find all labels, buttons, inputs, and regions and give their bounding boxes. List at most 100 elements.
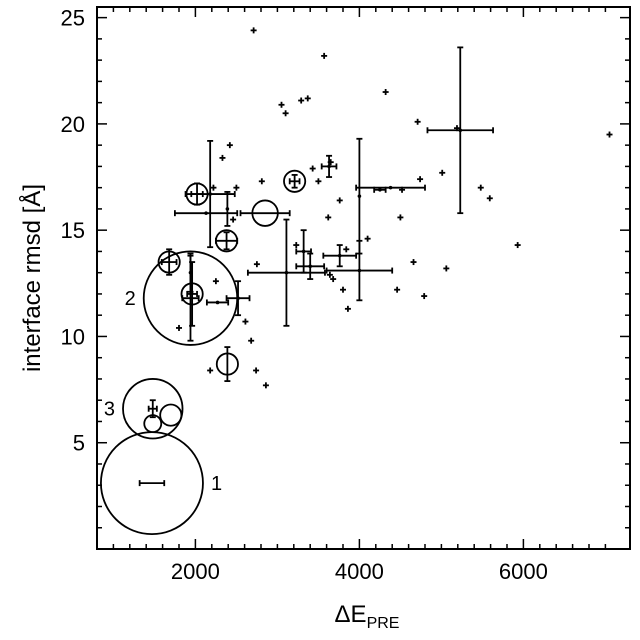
data-point [253, 367, 260, 374]
data-point [293, 242, 300, 249]
point-dot [357, 194, 362, 198]
y-axis-label: interface rmsd [Å] [18, 184, 46, 372]
circled-point [185, 182, 209, 206]
error-point [355, 184, 426, 191]
point-label: 2 [125, 288, 136, 310]
error-point [325, 239, 394, 302]
axes-layer: 2000 4000 6000 5 10 15 20 25 [61, 6, 630, 584]
data-point [262, 382, 269, 389]
point-circle [143, 414, 163, 433]
data-point [417, 176, 424, 183]
point-circle [215, 352, 239, 376]
point-dot [357, 268, 362, 273]
data-point [219, 154, 226, 161]
point-circle [215, 229, 239, 253]
point-label: 1 [211, 473, 222, 495]
circled-point [283, 169, 307, 193]
circled-point: 3 [104, 378, 184, 440]
x-tick-label: 2000 [171, 559, 220, 584]
circled-point [215, 346, 239, 382]
x-tick-label: 6000 [499, 559, 548, 584]
point-dot [301, 249, 306, 254]
data-point [394, 286, 401, 293]
point-dot [458, 128, 463, 133]
data-point [477, 184, 484, 191]
point-dot [308, 264, 313, 269]
point-dot [204, 211, 208, 215]
data-point [397, 214, 404, 221]
point-dot [284, 270, 289, 275]
data-point [207, 367, 214, 374]
y-tick-label: 5 [73, 431, 85, 456]
data-point [421, 293, 428, 300]
data-point [304, 95, 311, 102]
point-circle [251, 199, 279, 227]
error-point [224, 191, 231, 227]
error-point [322, 244, 358, 268]
data-point [253, 261, 260, 268]
data-point [382, 89, 389, 96]
data-point [414, 118, 421, 125]
data-point [282, 110, 289, 117]
point-circle [142, 250, 239, 346]
y-tick-label: 25 [61, 6, 85, 31]
data-point [340, 286, 346, 293]
data-point [439, 169, 446, 176]
data-point [176, 324, 182, 331]
data-point [330, 276, 337, 283]
data-point [230, 216, 237, 223]
point-circle [159, 403, 183, 427]
x-tick-label: 4000 [335, 559, 384, 584]
point-dot [378, 187, 382, 192]
point-dot [337, 253, 342, 258]
data-point [210, 184, 217, 191]
data-point [226, 142, 233, 149]
data-point [212, 278, 219, 285]
circled-point [214, 229, 239, 253]
error-point [205, 299, 230, 306]
circled-point [239, 199, 291, 227]
circled-point [143, 414, 163, 433]
data-point [344, 305, 351, 312]
point-dot [388, 185, 393, 190]
error-point [320, 154, 338, 178]
data-point [326, 271, 333, 278]
point-dot [208, 192, 212, 196]
point-dot [327, 164, 331, 169]
error-point [246, 218, 326, 327]
data-point [443, 265, 450, 272]
y-tick-label: 10 [61, 324, 85, 349]
point-circle [157, 250, 181, 274]
x-axis-label: ΔEPRE [335, 601, 400, 632]
error-point [426, 46, 494, 215]
error-point [373, 186, 387, 193]
data-point [258, 178, 265, 185]
data-point [278, 101, 285, 108]
data-point [325, 214, 332, 221]
y-tick-label: 20 [61, 112, 85, 137]
point-circle [185, 182, 209, 206]
data-point [309, 165, 316, 172]
data-point [410, 259, 417, 266]
data-point [250, 27, 257, 34]
point-label: 3 [104, 399, 115, 421]
point-circle [122, 378, 184, 440]
data-point [336, 197, 343, 204]
data-point [298, 97, 305, 104]
error-point [295, 252, 326, 280]
plot-frame [96, 6, 631, 550]
point-circle [283, 169, 307, 193]
y-tick-label: 15 [61, 218, 85, 243]
data-point [343, 246, 350, 253]
data-point [486, 195, 493, 202]
point-dot [215, 300, 220, 305]
circled-point [159, 403, 183, 427]
data-point [315, 178, 322, 185]
data-point [606, 131, 613, 138]
circled-point [157, 248, 181, 276]
data-point [514, 242, 521, 249]
data-point [364, 235, 371, 242]
circled-point [180, 261, 204, 327]
point-circle [180, 282, 204, 306]
